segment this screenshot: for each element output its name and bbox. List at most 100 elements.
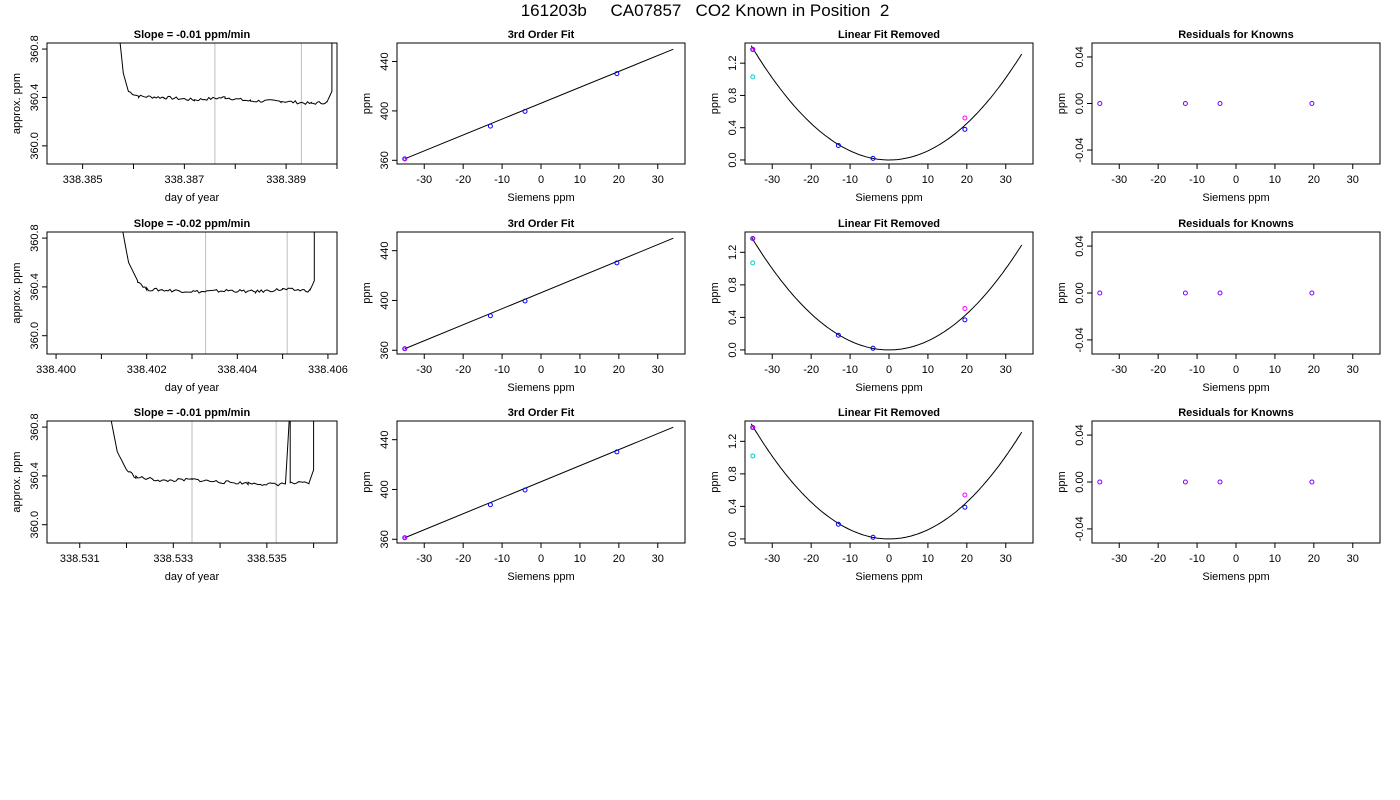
x-tick-label: 20 (1308, 364, 1320, 376)
chart-panel-r2-c3: Linear Fit Removed -30 -20 -10 0 10 20 30 0.0 0.4… (709, 218, 1034, 394)
x-tick-label: 20 (961, 174, 973, 186)
x-tick-label: -30 (1111, 553, 1127, 565)
plot-area (750, 423, 1023, 540)
y-axis-label: ppm (1056, 93, 1068, 114)
y-tick-label: 360.4 (29, 462, 41, 490)
x-tick-label: 0 (538, 553, 544, 565)
plot-area (402, 237, 674, 352)
plot-frame (1091, 231, 1381, 355)
chart-panel-r1-c2: 3rd Order Fit -30 -20 -10 0 10 20 30 360 400 440 Si… (361, 29, 686, 204)
y-tick-label: 0.4 (727, 120, 739, 135)
y-tick-label: 0.04 (1074, 235, 1086, 256)
x-tick-label: 0 (538, 364, 544, 376)
series-line (119, 43, 333, 105)
data-point (1217, 101, 1223, 106)
x-tick-label: 20 (613, 553, 625, 565)
data-point (1097, 290, 1103, 296)
x-tick-label: 338.404 (217, 364, 257, 376)
x-tick-label: 10 (922, 364, 934, 376)
data-point (522, 108, 528, 114)
x-axis-label: Siemens ppm (855, 192, 922, 204)
extra-point (962, 305, 968, 311)
plot-frame (744, 231, 1034, 355)
chart-title: Linear Fit Removed (838, 218, 940, 230)
x-tick-label: -30 (416, 174, 432, 186)
data-point (870, 345, 876, 351)
x-tick-label: 20 (613, 364, 625, 376)
data-point (1097, 101, 1103, 106)
x-tick-label: 338.387 (164, 174, 204, 186)
x-tick-label: 20 (1308, 174, 1320, 186)
y-tick-label: 400 (379, 102, 391, 120)
plot-frame (1091, 420, 1381, 544)
series-line (122, 232, 315, 295)
x-tick-label: -30 (1111, 174, 1127, 186)
y-axis-label: ppm (361, 471, 373, 492)
y-tick-label: 0.04 (1074, 424, 1086, 445)
plot-frame (744, 42, 1034, 165)
y-tick-label: 360.8 (29, 413, 41, 441)
plot-area (110, 421, 315, 543)
y-tick-label: 0.4 (727, 499, 739, 514)
x-tick-label: 338.402 (127, 364, 167, 376)
x-axis-label: Siemens ppm (1202, 192, 1269, 204)
x-axis-label: day of year (165, 571, 220, 583)
data-point (1309, 479, 1315, 485)
x-tick-label: 30 (1347, 553, 1359, 565)
x-tick-label: 0 (886, 174, 892, 186)
x-tick-label: 338.535 (247, 553, 287, 565)
x-tick-label: 30 (1000, 174, 1012, 186)
y-tick-label: 360.0 (29, 132, 41, 160)
chart-title: Residuals for Knowns (1178, 407, 1294, 419)
y-axis-label: ppm (361, 93, 373, 114)
plot-area (750, 45, 1023, 161)
data-point (962, 504, 968, 510)
y-tick-label: 360.8 (29, 224, 41, 252)
y-tick-label: 0.0 (727, 152, 739, 167)
chart-panel-r3-c4: Residuals for Knowns -30 -20 -10 0 10 20 30 -0.0… (1056, 407, 1381, 583)
x-tick-label: 338.389 (266, 174, 306, 186)
x-tick-label: 10 (574, 553, 586, 565)
data-point (487, 123, 493, 129)
data-point (962, 126, 968, 132)
plot-area (1097, 290, 1315, 296)
chart-panel-r3-c2: 3rd Order Fit -30 -20 -10 0 10 20 30 360 400 440 Si… (361, 407, 686, 583)
x-tick-label: 20 (961, 364, 973, 376)
x-tick-label: -10 (1189, 174, 1205, 186)
y-tick-label: 0.8 (727, 277, 739, 292)
data-point (1182, 290, 1188, 296)
x-tick-label: -10 (1189, 553, 1205, 565)
data-point (614, 449, 620, 455)
x-tick-label: -30 (764, 553, 780, 565)
x-tick-label: -20 (803, 364, 819, 376)
x-tick-label: 338.531 (60, 553, 100, 565)
x-tick-label: -20 (455, 174, 471, 186)
x-tick-label: 0 (1233, 364, 1239, 376)
data-point (487, 502, 493, 508)
x-axis-label: Siemens ppm (855, 571, 922, 583)
x-tick-label: -10 (1189, 364, 1205, 376)
plot-frame (396, 420, 686, 544)
y-tick-label: 360.4 (29, 84, 41, 112)
fit-curve (750, 45, 1023, 161)
x-tick-label: -20 (1150, 174, 1166, 186)
extra-point (750, 74, 756, 80)
x-tick-label: 338.533 (153, 553, 193, 565)
chart-title: Linear Fit Removed (838, 29, 940, 41)
y-tick-label: 440 (379, 52, 391, 70)
y-axis-label: ppm (709, 282, 721, 303)
plot-frame (1091, 42, 1381, 165)
x-tick-label: 30 (1347, 174, 1359, 186)
series-line (110, 421, 315, 487)
y-tick-label: 400 (379, 291, 391, 309)
data-point (835, 521, 841, 527)
data-point (1217, 290, 1223, 296)
y-axis-label: ppm (709, 471, 721, 492)
y-tick-label: 360 (379, 341, 391, 359)
y-tick-label: 360.8 (29, 35, 41, 63)
x-tick-label: -20 (803, 174, 819, 186)
y-tick-label: 440 (379, 241, 391, 259)
x-tick-label: 10 (1269, 364, 1281, 376)
fit-curve (750, 236, 1023, 351)
